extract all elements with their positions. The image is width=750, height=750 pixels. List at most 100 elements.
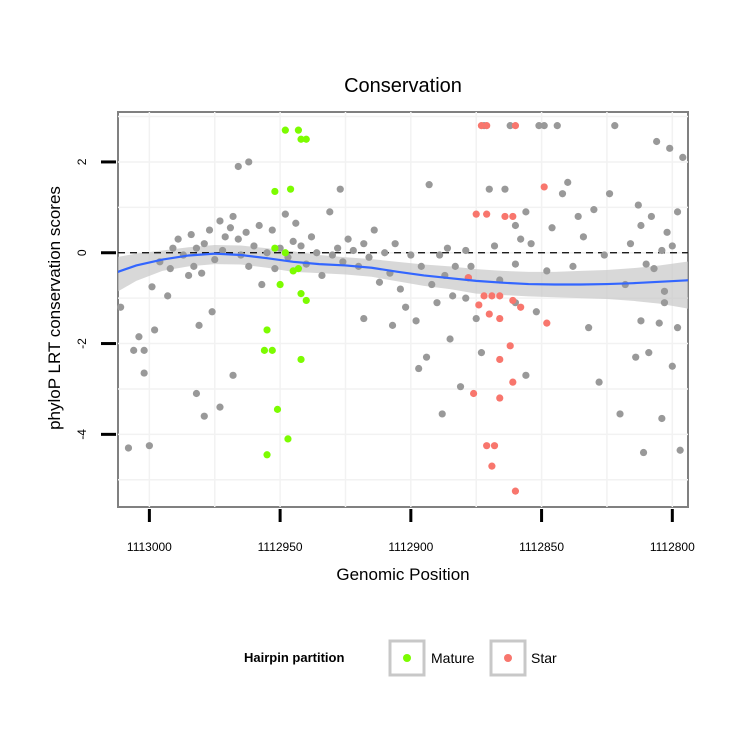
data-point-star bbox=[475, 301, 483, 309]
data-point-other bbox=[255, 221, 263, 230]
data-point-mature bbox=[297, 355, 305, 364]
data-point-other bbox=[543, 267, 551, 275]
data-point-other bbox=[412, 317, 420, 325]
data-point-star bbox=[483, 210, 491, 218]
data-point-other bbox=[605, 190, 614, 198]
data-point-other bbox=[234, 235, 242, 243]
data-point-star bbox=[501, 212, 509, 221]
data-point-other bbox=[370, 226, 378, 234]
data-point-other bbox=[229, 212, 237, 221]
data-point-other bbox=[650, 265, 658, 273]
data-point-other bbox=[590, 206, 598, 214]
data-point-star bbox=[496, 394, 504, 402]
data-point-mature bbox=[263, 451, 271, 459]
data-point-star bbox=[488, 292, 496, 300]
data-point-other bbox=[216, 403, 224, 411]
data-point-other bbox=[574, 212, 582, 221]
data-point-other bbox=[579, 233, 588, 241]
data-point-star bbox=[496, 355, 504, 364]
data-point-other bbox=[281, 210, 289, 218]
data-point-other bbox=[226, 224, 235, 232]
data-point-other bbox=[490, 242, 499, 250]
data-point-other bbox=[611, 122, 619, 130]
data-point-other bbox=[425, 181, 433, 189]
data-point-mature bbox=[297, 290, 305, 298]
data-point-other bbox=[187, 230, 195, 239]
data-point-other bbox=[360, 314, 368, 323]
data-point-other bbox=[511, 260, 520, 268]
data-point-other bbox=[637, 317, 645, 325]
data-point-other bbox=[208, 308, 216, 316]
data-point-other bbox=[472, 314, 480, 323]
legend-label-mature: Mature bbox=[431, 650, 475, 666]
smooth-line-group bbox=[118, 252, 688, 286]
data-point-mature bbox=[281, 249, 289, 257]
data-point-other bbox=[655, 319, 663, 327]
data-point-other bbox=[289, 237, 297, 245]
data-point-star bbox=[485, 310, 493, 318]
data-point-other bbox=[668, 362, 676, 370]
data-point-other bbox=[174, 235, 182, 243]
legend-title: Hairpin partition bbox=[244, 650, 344, 665]
data-point-other bbox=[467, 262, 475, 270]
data-point-other bbox=[645, 349, 653, 357]
confidence-band-area bbox=[118, 245, 688, 309]
data-point-other bbox=[318, 271, 326, 280]
data-point-other bbox=[540, 122, 548, 130]
data-point-other bbox=[344, 235, 352, 243]
data-point-other bbox=[145, 442, 153, 450]
x-tick-label: 1112900 bbox=[388, 540, 433, 554]
data-point-other bbox=[522, 371, 530, 379]
legend-label-star: Star bbox=[531, 650, 557, 666]
y-tick-label: 2 bbox=[75, 158, 89, 165]
data-point-mature bbox=[276, 280, 284, 289]
data-point-other bbox=[307, 233, 316, 241]
data-point-mature bbox=[281, 126, 289, 134]
data-point-other bbox=[532, 308, 540, 316]
data-point-other bbox=[660, 299, 669, 307]
data-point-other bbox=[639, 448, 648, 457]
data-point-other bbox=[339, 258, 347, 266]
data-point-other bbox=[527, 240, 535, 248]
data-point-other bbox=[148, 283, 156, 291]
data-point-other bbox=[200, 240, 208, 248]
data-point-star bbox=[490, 442, 499, 450]
data-point-mature bbox=[273, 405, 282, 413]
data-point-other bbox=[595, 378, 603, 386]
data-point-other bbox=[164, 292, 172, 300]
data-point-other bbox=[443, 244, 452, 252]
legend-dot-star bbox=[504, 654, 512, 662]
data-point-other bbox=[135, 333, 143, 341]
data-point-other bbox=[668, 242, 676, 250]
data-point-other bbox=[451, 262, 459, 270]
grid-lines bbox=[118, 112, 688, 507]
data-point-other bbox=[258, 280, 266, 289]
data-point-other bbox=[242, 228, 250, 236]
data-point-star bbox=[540, 183, 548, 191]
data-point-other bbox=[192, 244, 201, 252]
data-point-other bbox=[600, 251, 608, 259]
y-axis-title: phyloP LRT conservation scores bbox=[45, 186, 64, 430]
data-point-other bbox=[553, 122, 561, 130]
data-point-other bbox=[506, 122, 514, 130]
data-point-other bbox=[229, 371, 237, 379]
data-point-other bbox=[407, 251, 415, 259]
data-point-other bbox=[569, 262, 577, 270]
y-tick-label: -2 bbox=[75, 338, 89, 349]
data-point-other bbox=[456, 383, 465, 391]
data-point-other bbox=[140, 346, 148, 354]
data-point-other bbox=[522, 208, 530, 216]
data-point-other bbox=[428, 280, 436, 289]
legend-dot-mature bbox=[403, 654, 411, 662]
data-point-other bbox=[585, 324, 593, 332]
data-point-star bbox=[496, 292, 504, 300]
data-point-other bbox=[548, 224, 556, 232]
data-point-star bbox=[543, 319, 551, 327]
data-point-other bbox=[438, 410, 446, 418]
data-point-other bbox=[653, 137, 661, 146]
data-point-other bbox=[511, 221, 520, 230]
data-point-mature bbox=[263, 326, 271, 334]
data-point-other bbox=[433, 299, 441, 307]
data-point-other bbox=[200, 412, 208, 420]
